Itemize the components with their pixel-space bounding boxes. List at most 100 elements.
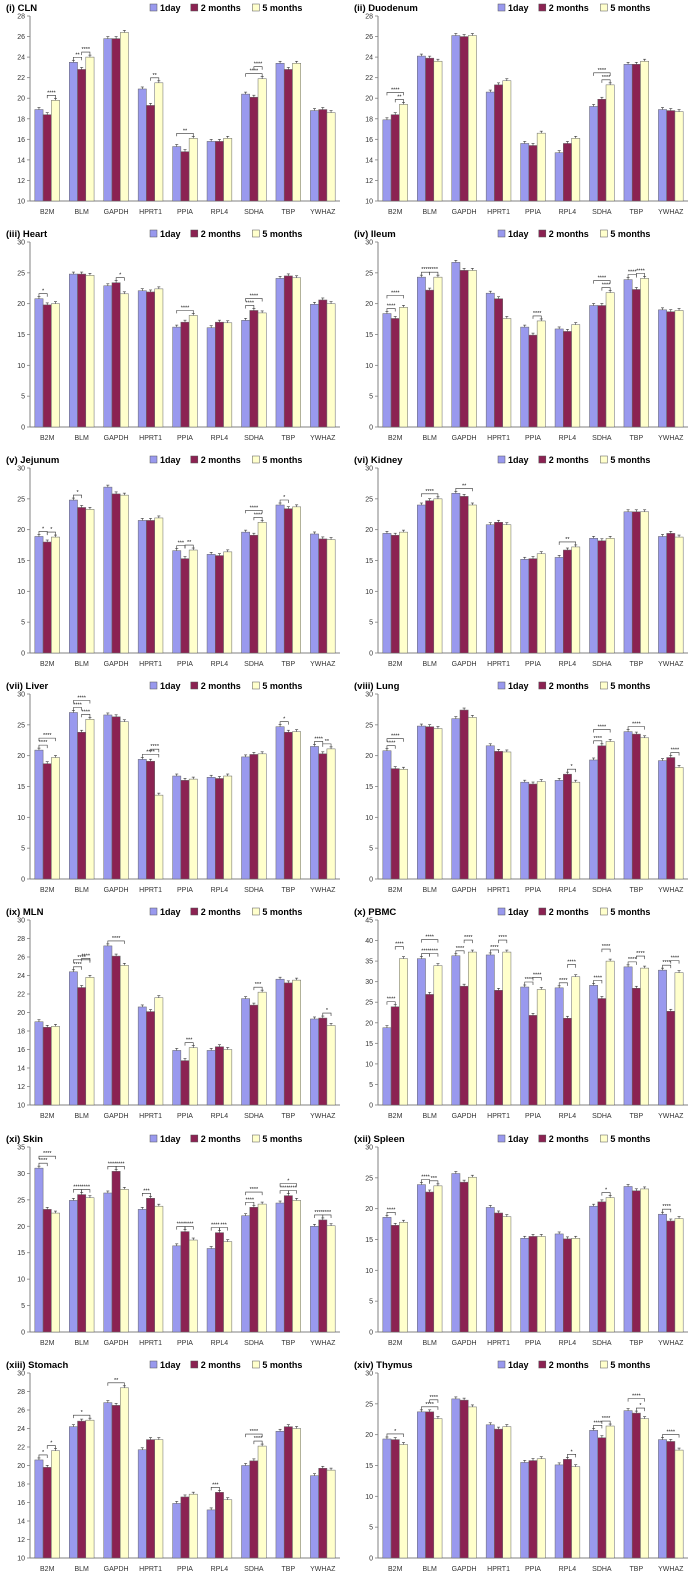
x-tick-label: PPIA [525, 1340, 541, 1347]
bar [571, 781, 581, 880]
significance-label: **** [490, 945, 499, 951]
legend-label: 2 months [201, 1134, 241, 1144]
y-tick-label: 30 [17, 918, 25, 925]
y-tick-label: 30 [365, 240, 373, 247]
bar [154, 997, 164, 1106]
legend-swatch [149, 907, 158, 916]
significance-label: **** [602, 75, 611, 81]
y-tick-label: 10 [17, 815, 25, 822]
y-tick-label: 16 [17, 137, 25, 144]
bar [119, 1189, 129, 1333]
significance-label: **** [73, 962, 82, 968]
significance-bracket [567, 768, 577, 773]
legend-label: 1day [508, 3, 529, 13]
significance-label: ** [114, 1378, 119, 1384]
chart-title: (iii) Heart [6, 229, 48, 240]
x-tick-label: BLM [74, 1566, 89, 1573]
legend-swatch [149, 1360, 158, 1369]
bar [571, 138, 581, 202]
significance-label: **** [323, 1210, 332, 1216]
x-tick-label: RPL4 [559, 1113, 577, 1120]
x-tick-label: PPIA [525, 661, 541, 668]
bar [206, 554, 216, 654]
bar [597, 540, 607, 654]
bar [34, 1167, 44, 1333]
significance-bracket [73, 1414, 91, 1419]
legend-label: 1day [508, 1360, 529, 1370]
x-tick-label: TBP [630, 1566, 644, 1573]
significance-label: **** [666, 1430, 675, 1436]
bar [146, 760, 155, 880]
bar [292, 1428, 301, 1559]
x-tick-label: GAPDH [104, 1340, 129, 1347]
y-tick-label: 25 [365, 496, 373, 503]
bar [528, 558, 538, 654]
significance-label: **** [421, 1175, 430, 1181]
significance-label: **** [250, 293, 259, 299]
significance-bracket [386, 308, 396, 312]
significance-label: ** [462, 483, 467, 489]
x-tick-label: PPIA [525, 435, 541, 442]
significance-bracket [421, 493, 439, 497]
bar [640, 1418, 649, 1559]
bar [111, 1171, 121, 1333]
chart-panel: (i) CLN 1day 2 months 5 months 10 12 14 16 18 20 2… [0, 0, 348, 219]
significance-label: * [571, 1449, 574, 1455]
bar [249, 534, 259, 654]
chart-title: (xi) Skin [6, 1134, 43, 1145]
bar [382, 1217, 392, 1333]
x-tick-label: GAPDH [452, 1113, 477, 1120]
legend-swatch [538, 3, 547, 12]
bar [283, 731, 293, 880]
bar [554, 987, 564, 1106]
significance-label: **** [43, 733, 52, 739]
significance-bracket [245, 1191, 263, 1196]
bar [536, 989, 546, 1106]
significance-bracket [386, 738, 404, 742]
significance-bracket [279, 499, 289, 503]
significance-label: **** [391, 734, 400, 740]
legend-swatch [538, 681, 547, 690]
significance-label: **** [150, 744, 159, 750]
bar [310, 1475, 319, 1559]
y-tick-label: 10 [365, 589, 373, 596]
bar [42, 1467, 52, 1559]
legend-label: 5 months [610, 681, 650, 691]
significance-label: **** [391, 87, 400, 93]
significance-label: **** [632, 1394, 641, 1400]
y-tick-label: 20 [365, 1206, 373, 1213]
x-tick-label: YWHAZ [658, 887, 684, 894]
legend-label: 1day [508, 455, 529, 465]
bar [399, 531, 408, 654]
significance-bracket [558, 982, 568, 986]
bar [318, 1468, 328, 1559]
bar [485, 1207, 495, 1333]
y-tick-label: 20 [365, 1020, 373, 1027]
significance-bracket [150, 77, 160, 81]
significance-bracket [46, 1445, 56, 1449]
bar [666, 311, 676, 428]
significance-label: * [42, 526, 45, 532]
legend-label: 2 months [549, 229, 589, 239]
bar [119, 32, 129, 202]
bar [605, 84, 615, 202]
y-tick-label: 0 [369, 1556, 373, 1563]
bar [223, 1241, 233, 1333]
significance-label: **** [464, 935, 473, 941]
bar [528, 1015, 538, 1106]
bar [658, 309, 667, 428]
y-tick-label: 22 [17, 75, 25, 82]
x-tick-label: PPIA [177, 1113, 193, 1120]
bar [188, 138, 198, 202]
y-tick-label: 30 [17, 1171, 25, 1178]
significance-bracket [81, 958, 91, 962]
bar [215, 778, 224, 880]
bar [467, 35, 477, 202]
bar [451, 718, 461, 880]
bar [310, 110, 319, 202]
chart-panel: (xiv) Thymus 1day 2 months 5 months 0 5 10 15 20… [348, 1357, 696, 1576]
significance-bracket [322, 1214, 332, 1218]
significance-label: **** [250, 1187, 259, 1193]
legend-swatch [149, 229, 158, 238]
bar [146, 105, 155, 202]
